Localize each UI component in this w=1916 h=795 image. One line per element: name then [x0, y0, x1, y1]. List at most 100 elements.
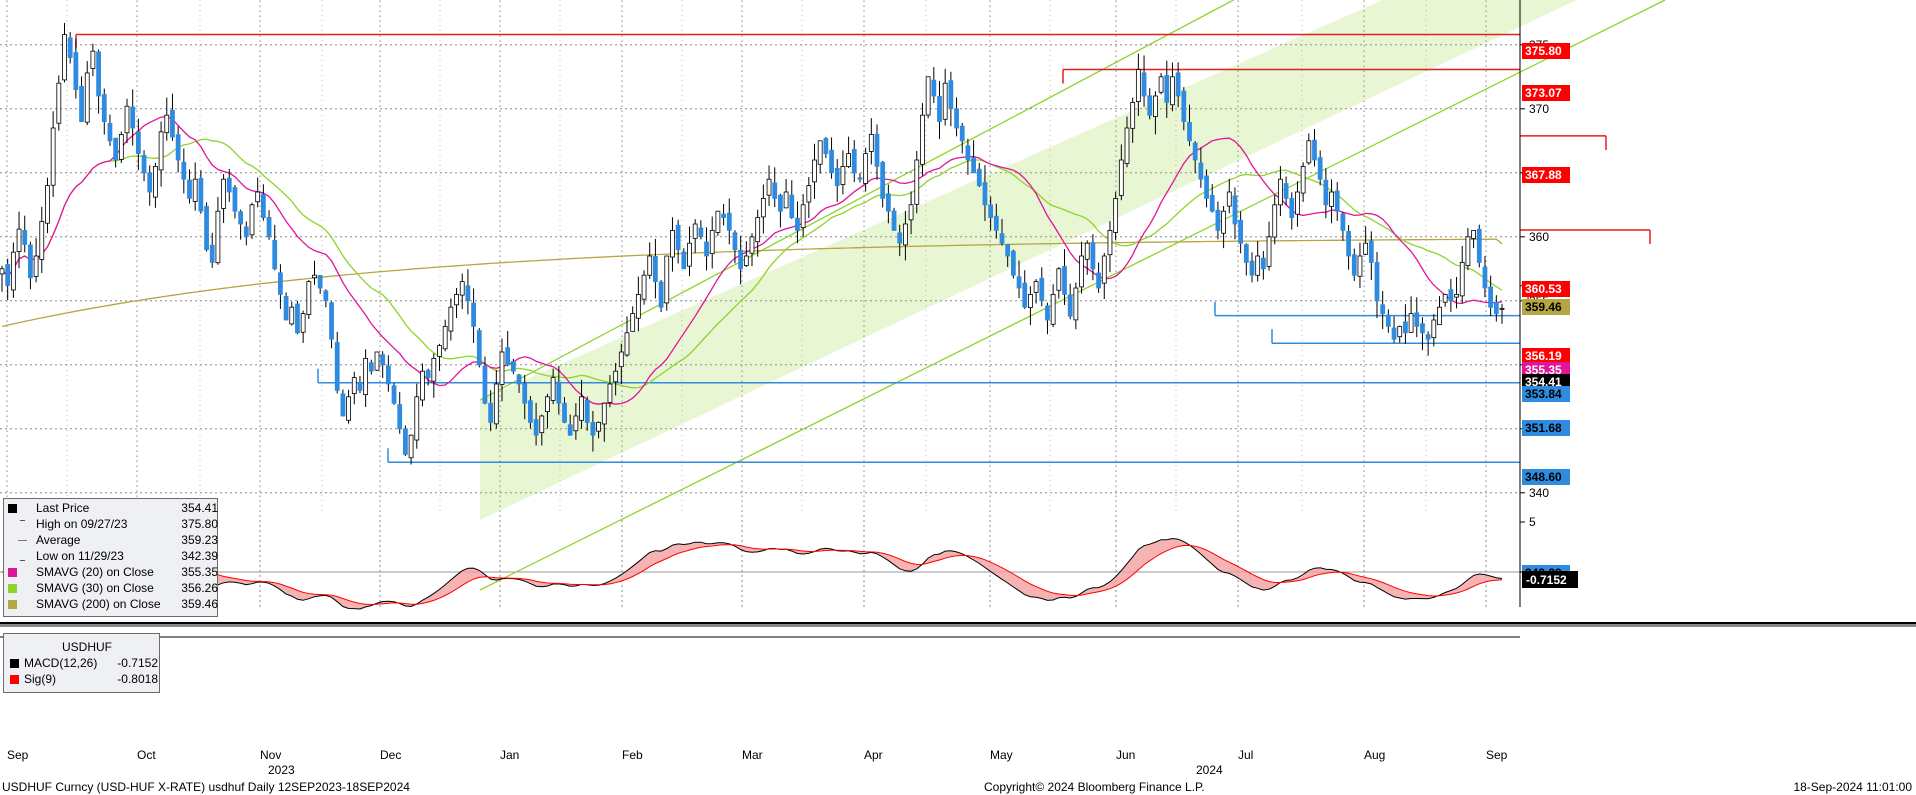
candle-body	[101, 94, 107, 122]
candle-body	[726, 212, 732, 231]
footer-copyright: Copyright© 2024 Bloomberg Finance L.P.	[984, 780, 1205, 794]
candle-body	[1158, 76, 1164, 93]
candle-body	[1079, 255, 1084, 288]
x-tick-label: Dec	[380, 748, 401, 762]
candle-body	[499, 351, 505, 385]
candle-body	[62, 34, 67, 81]
candle-body	[982, 182, 988, 206]
candle-body	[221, 178, 226, 209]
candle-body	[198, 178, 204, 212]
legend-row-smavg-20: SMAVG (20) on Close 355.35	[8, 565, 218, 580]
candle-body	[1084, 242, 1090, 260]
candle-body	[891, 210, 897, 231]
candle-body	[22, 230, 28, 245]
x-tick-label: Feb	[622, 748, 643, 762]
candle-body	[1459, 261, 1465, 297]
price-tag-label: 367.88	[1525, 168, 1562, 182]
candle-body	[1147, 95, 1153, 116]
x-tick-label: May	[990, 748, 1013, 762]
candle-body	[721, 213, 726, 218]
candle-body	[937, 96, 942, 123]
legend-row-low: Low on 11/29/23 342.39	[8, 549, 218, 564]
legend-label: High on 09/27/23	[36, 517, 128, 531]
candle-body	[931, 79, 937, 97]
candle-body	[613, 370, 619, 383]
candle-body	[1425, 334, 1431, 340]
channel-upper-line	[479, 0, 1235, 401]
candle-body	[164, 114, 170, 134]
candle-body	[1272, 204, 1278, 238]
legend-label: SMAVG (20) on Close	[36, 565, 154, 579]
candle-body	[73, 52, 79, 91]
candle-body	[300, 313, 306, 333]
candle-body	[545, 396, 550, 413]
candle-body	[812, 159, 817, 183]
grid-lines	[0, 0, 1520, 607]
legend-label: Average	[36, 533, 81, 547]
candle-body	[1107, 229, 1113, 256]
candle-body	[278, 272, 283, 295]
candle-body	[1408, 313, 1414, 333]
price-tag-label: 354.41	[1525, 375, 1562, 389]
average-marker-icon	[18, 540, 27, 541]
candle-body	[903, 223, 908, 246]
candle-body	[749, 236, 755, 254]
x-tick-label: Nov	[260, 748, 281, 762]
candle-body	[67, 37, 73, 59]
candle-body	[1016, 276, 1022, 289]
candle-body	[243, 226, 249, 238]
x-tick-label: Sep	[7, 748, 29, 762]
legend-value: 359.46	[181, 597, 218, 611]
candle-body	[374, 351, 380, 371]
candle-body	[1385, 314, 1391, 327]
candle-body	[170, 109, 175, 138]
candle-body	[1437, 306, 1442, 326]
legend-value: 342.39	[181, 549, 218, 563]
candle-body	[999, 233, 1005, 244]
candle-body	[920, 114, 925, 165]
price-tag	[1522, 386, 1570, 402]
candle-body	[391, 385, 397, 404]
candle-body	[403, 428, 408, 455]
candle-body	[1090, 242, 1096, 270]
candle-body	[56, 82, 62, 124]
candle-body	[857, 177, 863, 180]
candle-body	[215, 210, 221, 264]
candle-body	[868, 133, 874, 152]
candle-body	[357, 382, 363, 391]
price-tag	[1522, 348, 1570, 364]
candle-body	[238, 211, 244, 225]
x-tick-label: Jun	[1116, 748, 1135, 762]
macd-fill	[2, 530, 1502, 609]
candle-body	[709, 229, 715, 255]
candle-body	[704, 241, 709, 257]
candle-body	[1005, 243, 1011, 257]
candle-body	[1340, 213, 1346, 231]
candle-body	[1209, 194, 1215, 212]
price-tag	[1522, 167, 1570, 183]
candle-body	[204, 205, 209, 250]
candle-body	[1232, 195, 1238, 225]
smavg-30-line	[1, 138, 1503, 389]
candle-body	[209, 244, 215, 263]
legend-row-average: Average 359.23	[8, 533, 218, 548]
candle-body	[1499, 307, 1505, 310]
x-tick-label: Aug	[1364, 748, 1385, 762]
candle-body	[1067, 294, 1073, 317]
macd-legend-row-macd: MACD(12,26) -0.7152	[10, 656, 158, 671]
candle-body	[897, 232, 903, 244]
candle-body	[573, 415, 579, 432]
candle-body	[908, 204, 914, 221]
candle-body	[1442, 293, 1448, 303]
candle-body	[50, 127, 56, 186]
price-tag-label: 375.80	[1525, 44, 1562, 58]
candle-body	[681, 251, 687, 270]
candle-body	[1482, 266, 1488, 289]
candle-body	[158, 131, 164, 171]
candle-body	[141, 154, 147, 174]
candle-body	[1130, 102, 1136, 129]
candle-body	[1249, 260, 1255, 276]
price-tag	[1522, 299, 1570, 315]
candle-body	[510, 361, 516, 372]
candle-body	[306, 281, 312, 315]
